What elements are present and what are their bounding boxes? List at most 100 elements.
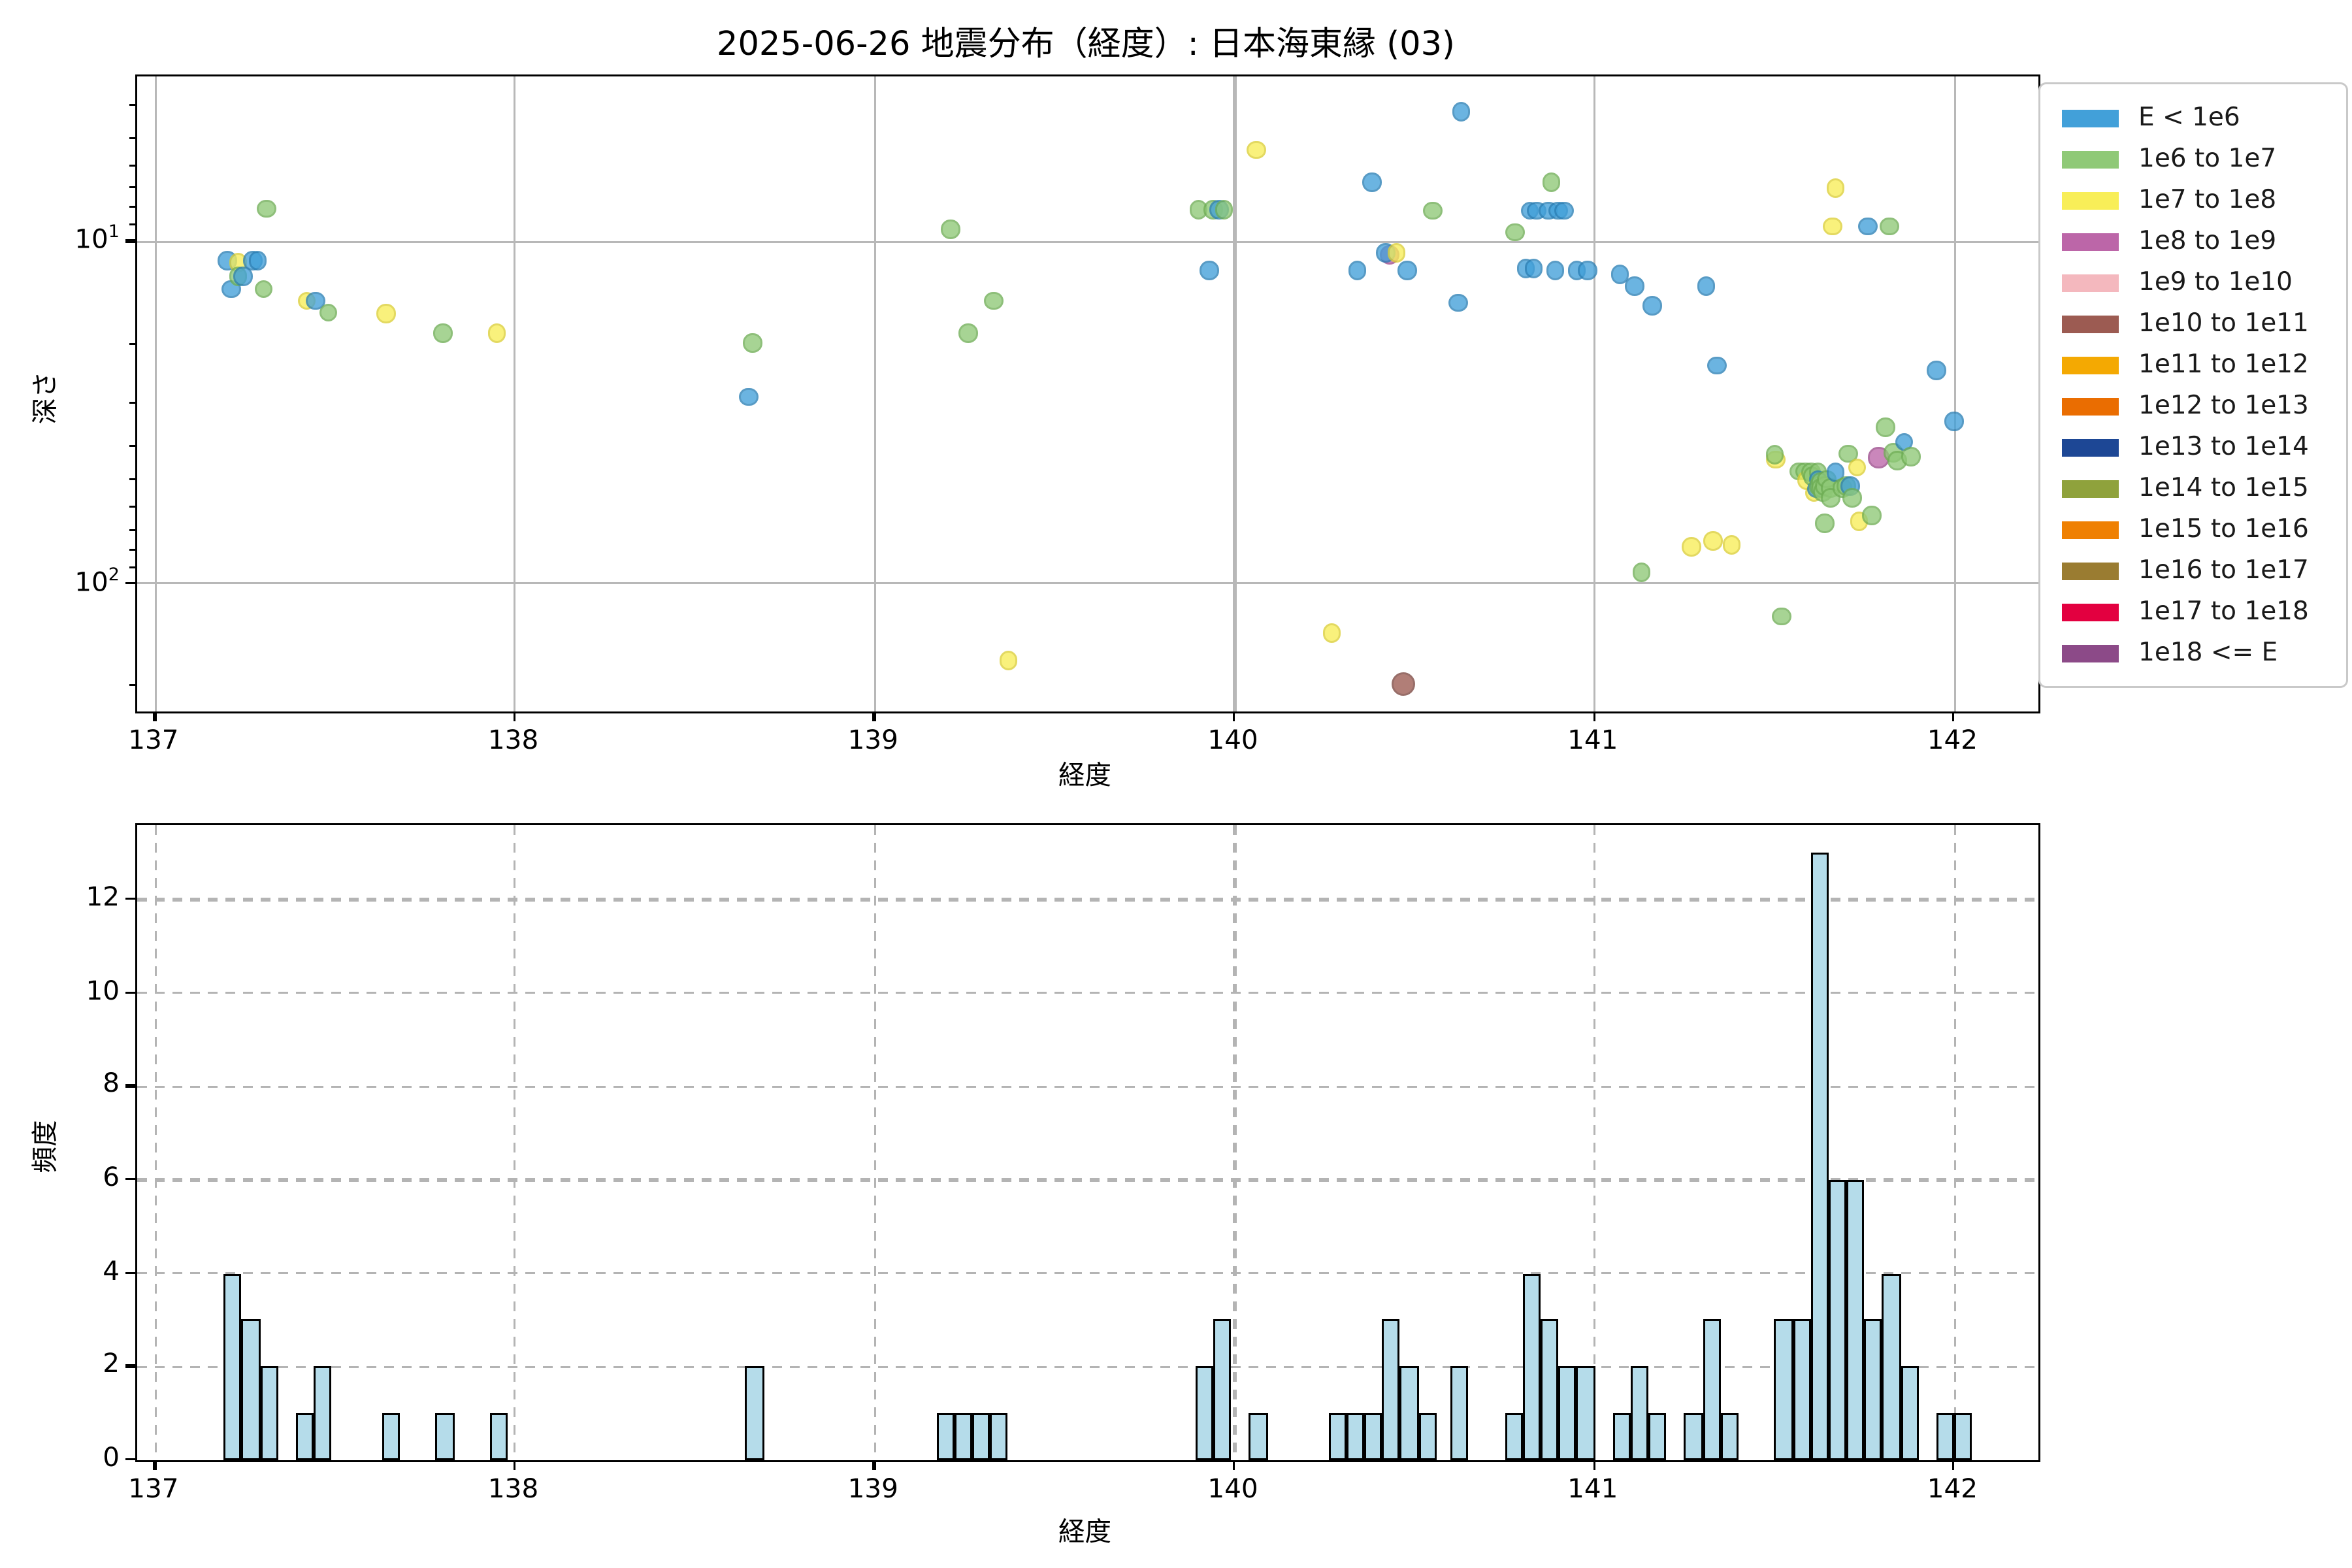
legend-swatch <box>2062 191 2119 210</box>
legend-row: 1e14 to 1e15 <box>2040 468 2346 510</box>
y-minor-tick <box>129 223 135 226</box>
legend-swatch <box>2062 438 2119 457</box>
x-tick <box>513 1461 516 1471</box>
scatter-point <box>1765 445 1784 465</box>
x-tick <box>153 1461 156 1471</box>
y-tick-label: 6 <box>103 1162 120 1194</box>
scatter-point <box>487 323 507 342</box>
y-tick-label: 2 <box>103 1348 120 1380</box>
x-tick <box>1592 711 1595 721</box>
x-tick <box>513 711 516 721</box>
y-minor-tick <box>129 548 135 551</box>
x-tick-label: 137 <box>128 725 179 757</box>
scatter-point <box>1876 417 1896 436</box>
scatter-point <box>1624 276 1644 296</box>
scatter-point <box>1642 296 1662 316</box>
histogram-bar <box>1792 1320 1811 1460</box>
legend-label: 1e18 <= E <box>2138 639 2278 668</box>
scatter-point <box>1722 535 1741 554</box>
x-tick-label: 140 <box>1207 725 1258 757</box>
histogram-plot <box>135 823 2040 1462</box>
histogram-bar <box>295 1413 314 1460</box>
y-tick-label: 10 <box>86 975 120 1007</box>
scatter-point <box>1554 201 1574 220</box>
legend-label: 1e9 to 1e10 <box>2138 269 2293 298</box>
histogram-bar <box>1612 1413 1631 1460</box>
x-tick-label: 141 <box>1567 1474 1618 1505</box>
scatter-point <box>1858 216 1878 236</box>
histogram-bar <box>1541 1320 1559 1460</box>
legend-label: 1e14 to 1e15 <box>2138 474 2309 504</box>
scatter-point <box>1452 101 1471 121</box>
y-tick-label: 102 <box>74 565 120 598</box>
scatter-point <box>1322 623 1342 643</box>
y-minor-tick <box>129 528 135 531</box>
histogram-bar <box>990 1413 1009 1460</box>
histogram-bar <box>1774 1320 1793 1460</box>
scatter-point <box>1697 276 1716 296</box>
grid-line-h <box>137 898 2038 901</box>
scatter-point <box>1545 260 1565 280</box>
scatter-point <box>318 302 338 322</box>
legend-label: 1e13 to 1e14 <box>2138 433 2309 463</box>
histogram-bar <box>1400 1366 1418 1460</box>
grid-line-h <box>137 1365 2038 1368</box>
y-minor-tick <box>129 103 135 106</box>
histogram-bar <box>1702 1320 1721 1460</box>
legend-swatch <box>2062 480 2119 498</box>
y-tick <box>126 1085 135 1087</box>
grid-line-v <box>874 825 877 1460</box>
scatter-point <box>959 323 978 342</box>
scatter-point <box>1704 531 1723 550</box>
grid-line-h <box>137 1179 2038 1181</box>
y-minor-tick <box>129 186 135 189</box>
x-tick-label: 139 <box>847 1474 898 1505</box>
histogram-xlabel: 経度 <box>1058 1517 1111 1548</box>
y-minor-tick <box>129 445 135 448</box>
legend-row: 1e11 to 1e12 <box>2040 345 2346 386</box>
y-tick <box>126 1458 135 1461</box>
histogram-bar <box>1249 1413 1267 1460</box>
histogram-bar <box>1522 1273 1541 1460</box>
chart-title: 2025-06-26 地震分布（経度）: 日本海東縁 (03) <box>717 25 1455 65</box>
grid-line-h <box>137 1272 2038 1275</box>
histogram-bar <box>314 1366 332 1460</box>
scatter-point <box>1610 265 1629 284</box>
scatter-point <box>743 333 762 353</box>
y-minor-tick <box>129 505 135 508</box>
scatter-point <box>1215 200 1233 219</box>
scatter-point <box>1880 216 1899 236</box>
y-tick <box>126 1271 135 1274</box>
legend-swatch <box>2062 274 2119 293</box>
legend-swatch <box>2062 150 2119 169</box>
scatter-point <box>1542 172 1561 192</box>
histogram-bar <box>1936 1413 1955 1460</box>
legend-swatch <box>2062 233 2119 252</box>
x-tick <box>1952 1461 1955 1471</box>
histogram-bar <box>972 1413 990 1460</box>
legend-row: 1e17 to 1e18 <box>2040 592 2346 633</box>
scatter-point <box>1423 201 1443 220</box>
scatter-point <box>1247 140 1266 160</box>
scatter-point <box>1901 447 1921 466</box>
x-tick <box>873 711 876 721</box>
x-tick-label: 139 <box>847 725 898 757</box>
scatter-point <box>1631 563 1651 582</box>
scatter-point <box>1448 293 1467 312</box>
x-tick <box>1233 711 1235 721</box>
histogram-bar <box>1450 1366 1469 1460</box>
histogram-bar <box>1684 1413 1703 1460</box>
legend-swatch <box>2062 521 2119 540</box>
histogram-bar <box>1576 1366 1595 1460</box>
scatter-point <box>253 280 273 299</box>
scatter-point <box>1848 458 1867 477</box>
histogram-bar <box>1505 1413 1523 1460</box>
legend-swatch <box>2062 315 2119 334</box>
scatter-point <box>1200 260 1219 280</box>
x-tick <box>873 1461 876 1471</box>
histogram-bar <box>1418 1413 1437 1460</box>
grid-line-v <box>874 76 877 711</box>
histogram-bar <box>1382 1320 1401 1460</box>
histogram-bar <box>1346 1413 1365 1460</box>
x-tick-label: 142 <box>1927 1474 1978 1505</box>
